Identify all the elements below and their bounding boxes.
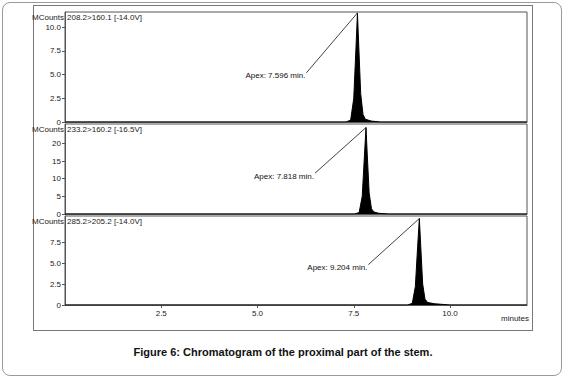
svg-text:Apex: 7.818 min.: Apex: 7.818 min. (254, 172, 314, 181)
svg-text:10: 10 (52, 174, 61, 183)
svg-text:2.5: 2.5 (50, 94, 62, 103)
svg-text:15: 15 (52, 157, 61, 166)
svg-text:7.5: 7.5 (50, 46, 62, 55)
svg-text:5.0: 5.0 (252, 309, 264, 318)
svg-text:0: 0 (57, 301, 62, 310)
svg-text:Apex: 7.596 min.: Apex: 7.596 min. (245, 71, 305, 80)
svg-text:MCounts: MCounts (32, 13, 64, 22)
svg-text:2.5: 2.5 (50, 280, 62, 289)
html-text:Figure 6: Chromatogram of the: Figure 6: Chromatogram of the proximal p… (133, 346, 433, 358)
svg-text:5: 5 (57, 192, 62, 201)
svg-text:0: 0 (56, 117, 61, 127)
svg-text:233.2>160.2 [-16.5V]: 233.2>160.2 [-16.5V] (67, 125, 142, 134)
svg-text:5.0: 5.0 (50, 70, 62, 79)
svg-text:10.0: 10.0 (442, 309, 458, 318)
svg-text:7.5: 7.5 (348, 309, 360, 318)
svg-text:285.2>205.2 [-14.0V]: 285.2>205.2 [-14.0V] (67, 217, 142, 226)
svg-text:0: 0 (56, 209, 61, 219)
svg-text:MCounts: MCounts (32, 217, 64, 226)
svg-text:208.2>160.1 [-14.0V]: 208.2>160.1 [-14.0V] (67, 13, 142, 22)
svg-text:MCounts: MCounts (32, 125, 64, 134)
svg-text:minutes: minutes (501, 314, 529, 323)
svg-text:Apex: 9.204 min.: Apex: 9.204 min. (307, 263, 367, 272)
svg-text:5.0: 5.0 (50, 259, 62, 268)
svg-text:2.5: 2.5 (156, 309, 168, 318)
svg-text:7.5: 7.5 (50, 238, 62, 247)
svg-text:20: 20 (52, 139, 61, 148)
svg-text:10.0: 10.0 (45, 23, 61, 32)
